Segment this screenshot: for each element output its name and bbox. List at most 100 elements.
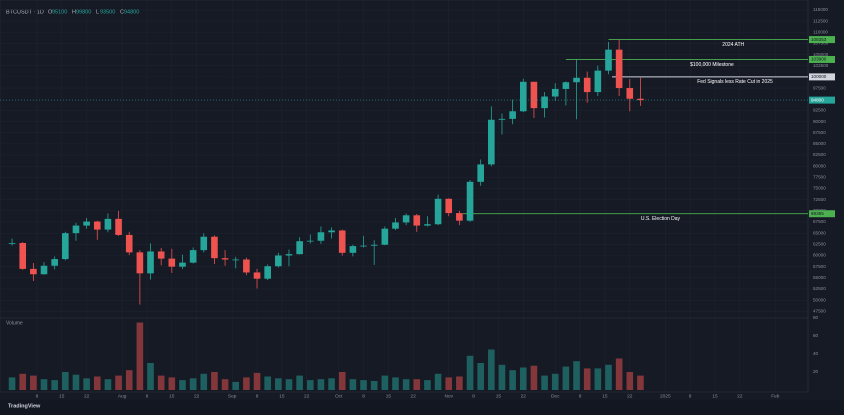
x-tick-label: 22 (84, 393, 90, 399)
volume-bar (62, 372, 69, 390)
volume-bar (392, 377, 399, 390)
y-tick-label: 87500 (813, 130, 826, 135)
candle-body (328, 230, 335, 233)
y-tick-label: 50000 (813, 297, 826, 302)
candle-body (381, 228, 389, 245)
candle-body (147, 251, 154, 274)
candle-body (179, 262, 186, 267)
volume-bar (456, 376, 463, 390)
volume-bar (264, 376, 271, 390)
price-tag (809, 36, 835, 44)
volume-bar (93, 376, 101, 390)
volume-bar (626, 372, 634, 390)
y-tick-label: 82500 (813, 152, 826, 157)
y-tick-label: 60000 (813, 253, 826, 258)
volume-bar (615, 358, 623, 390)
candle-body (317, 232, 325, 241)
volume-bar (221, 379, 229, 390)
volume-bar (498, 364, 506, 390)
volume-bar (72, 374, 80, 390)
volume-bar (147, 363, 154, 390)
volume-bar (317, 379, 325, 390)
x-tick-label: 8 (579, 393, 582, 399)
volume-bar (19, 373, 27, 390)
candle-body (573, 77, 580, 83)
legend-value: 93500 (100, 9, 115, 15)
candle-body (434, 198, 442, 225)
volume-bar (488, 349, 495, 390)
candle-body (275, 255, 282, 267)
volume-bar (40, 379, 48, 390)
candle-body (413, 215, 421, 226)
y-tick-label: 55000 (813, 275, 826, 280)
y-tick-label: 77500 (813, 175, 826, 180)
legend-key: C (120, 9, 124, 15)
candle-body (466, 181, 474, 221)
y-tick-label: 85000 (813, 141, 826, 146)
annotation-label: Fed Signals less Rate Cut in 2025 (697, 79, 773, 85)
candle-body (285, 254, 293, 256)
volume-bar (434, 373, 442, 390)
candle-body (338, 230, 346, 253)
volume-tick-label: 60 (813, 333, 819, 338)
volume-bar (605, 364, 612, 390)
candle-body (402, 215, 410, 223)
x-tick-label: 15 (386, 393, 392, 399)
y-tick-label: 47500 (813, 309, 826, 314)
volume-bar (30, 375, 37, 390)
price-tag (809, 73, 835, 81)
volume-bar (275, 378, 282, 390)
candle-body (583, 77, 591, 93)
volume-bar (370, 381, 378, 390)
y-tick-label: 105000 (813, 52, 829, 57)
legend-key: L (96, 9, 99, 15)
candle-body (104, 218, 112, 230)
volume-bar (562, 366, 570, 390)
volume-bar (104, 379, 112, 390)
candle-body (157, 251, 165, 259)
volume-bar (125, 370, 133, 390)
candle-body (456, 213, 463, 221)
price-tag (809, 55, 835, 63)
candle-body (93, 221, 101, 230)
legend-value: 95100 (52, 9, 67, 15)
annotation-label: $100,000 Milestone (690, 62, 734, 68)
volume-bar (306, 380, 314, 390)
candle-body (626, 88, 634, 99)
candle-body (72, 225, 80, 234)
volume-bar (115, 375, 122, 390)
candle-body (136, 252, 144, 274)
plot-area (0, 0, 809, 393)
candle-body (498, 118, 506, 120)
y-tick-label: 72500 (813, 197, 826, 202)
x-tick-label: Aug (118, 393, 127, 399)
y-tick-label: 65000 (813, 230, 826, 235)
volume-label: Volume (6, 320, 23, 326)
y-tick-label: 90000 (813, 119, 826, 124)
candle-body (253, 272, 261, 279)
x-tick-label: 22 (194, 393, 200, 399)
x-tick-label: 22 (627, 393, 633, 399)
volume-bar (253, 372, 261, 390)
y-tick-label: 80000 (813, 163, 826, 168)
legend-key: H (72, 9, 76, 15)
candle-body (296, 241, 303, 255)
volume-tick-label: 20 (813, 369, 819, 374)
y-tick-label: 102500 (813, 63, 829, 68)
x-tick-label: Nov (444, 393, 453, 399)
volume-bar (360, 380, 367, 390)
x-tick-label: 8 (36, 393, 39, 399)
volume-bar (381, 375, 389, 390)
candle-body (243, 259, 250, 273)
y-tick-label: 112500 (813, 18, 828, 23)
y-tick-label: 110000 (813, 29, 828, 34)
candle-body (551, 88, 559, 97)
candle-body (519, 81, 527, 112)
volume-bar (189, 378, 197, 390)
last-price-label: 94800 (811, 97, 824, 102)
volume-bar (424, 380, 431, 390)
volume-bar (541, 375, 548, 390)
x-tick-label: Dec (551, 393, 560, 399)
legend-key: O (48, 9, 53, 15)
